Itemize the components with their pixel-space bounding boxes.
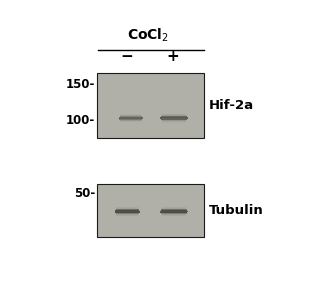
Text: CoCl$_2$: CoCl$_2$ <box>127 27 169 44</box>
Bar <box>97 184 204 237</box>
Bar <box>97 73 204 138</box>
Text: Tubulin: Tubulin <box>209 204 263 217</box>
Text: 100-: 100- <box>66 114 95 127</box>
Text: −: − <box>121 49 133 64</box>
Text: +: + <box>166 49 179 64</box>
Text: Hif-2a: Hif-2a <box>209 99 254 112</box>
Text: 150-: 150- <box>66 78 95 91</box>
Text: 50-: 50- <box>74 187 95 200</box>
